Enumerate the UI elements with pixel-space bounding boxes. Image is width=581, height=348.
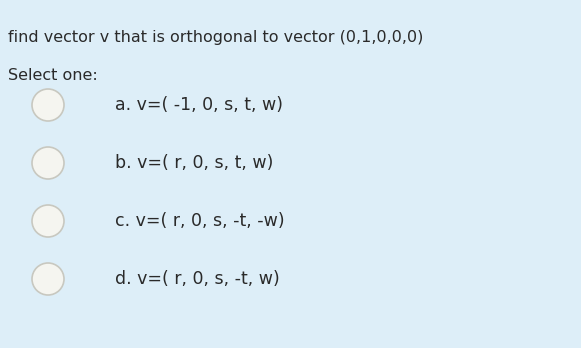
Text: a. v=( -1, 0, s, t, w): a. v=( -1, 0, s, t, w) <box>115 96 283 114</box>
Circle shape <box>32 205 64 237</box>
Circle shape <box>32 263 64 295</box>
Text: d. v=( r, 0, s, -t, w): d. v=( r, 0, s, -t, w) <box>115 270 279 288</box>
Text: b. v=( r, 0, s, t, w): b. v=( r, 0, s, t, w) <box>115 154 274 172</box>
Text: find vector v that is orthogonal to vector (0,1,0,0,0): find vector v that is orthogonal to vect… <box>8 30 424 45</box>
Circle shape <box>32 147 64 179</box>
Text: Select one:: Select one: <box>8 68 98 83</box>
Circle shape <box>32 89 64 121</box>
Text: c. v=( r, 0, s, -t, -w): c. v=( r, 0, s, -t, -w) <box>115 212 285 230</box>
